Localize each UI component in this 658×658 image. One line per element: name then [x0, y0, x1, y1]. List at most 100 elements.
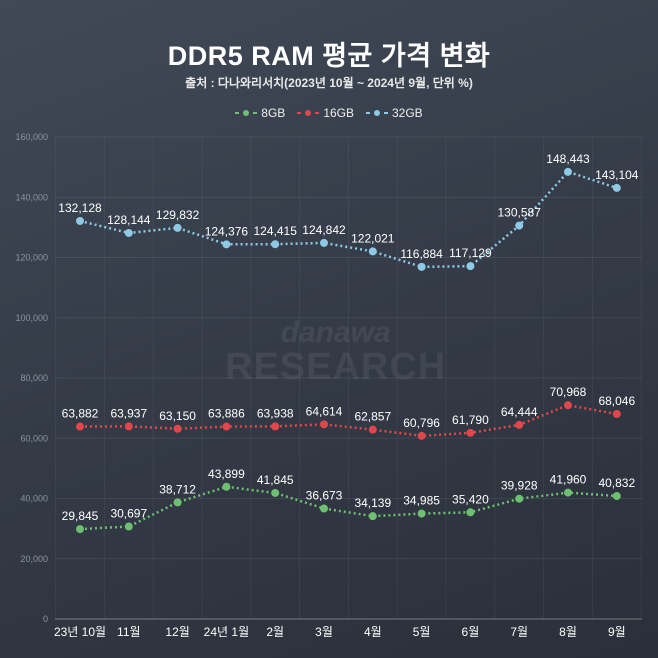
data-label: 40,832	[598, 476, 635, 490]
y-tick-label: 80,000	[20, 373, 48, 383]
data-point[interactable]	[271, 422, 280, 431]
chart-subtitle: 출처 : 다나와리서치(2023년 10월 ~ 2024년 9월, 단위 %)	[185, 76, 473, 90]
data-point[interactable]	[368, 247, 377, 256]
data-point[interactable]	[368, 425, 377, 434]
data-label: 64,614	[306, 404, 343, 418]
data-point[interactable]	[417, 431, 426, 440]
y-tick-label: 0	[43, 614, 48, 624]
data-label: 41,845	[257, 473, 294, 487]
data-point[interactable]	[515, 221, 524, 230]
x-tick-label: 3월	[315, 625, 333, 639]
data-label: 29,845	[62, 509, 99, 523]
y-tick-label: 60,000	[20, 433, 48, 443]
data-label: 63,882	[62, 407, 99, 421]
data-label: 41,960	[550, 473, 587, 487]
data-point[interactable]	[222, 482, 231, 491]
data-point[interactable]	[515, 420, 524, 429]
data-point[interactable]	[466, 262, 475, 271]
data-label: 30,697	[110, 507, 147, 521]
data-point[interactable]	[368, 512, 377, 521]
data-label: 122,021	[351, 231, 395, 245]
series-line-32gb	[79, 170, 618, 269]
legend-marker-icon	[305, 110, 312, 116]
data-point[interactable]	[222, 422, 231, 431]
data-label: 61,790	[452, 413, 489, 427]
legend-item-8gb[interactable]: 8GB	[235, 106, 285, 120]
data-label: 34,985	[403, 494, 440, 508]
data-point[interactable]	[124, 522, 133, 531]
data-label: 128,144	[107, 213, 151, 227]
data-point[interactable]	[612, 183, 621, 192]
legend-label: 32GB	[392, 106, 423, 120]
legend-item-32gb[interactable]: 32GB	[366, 106, 423, 120]
data-label: 34,139	[354, 496, 391, 510]
data-label: 129,832	[156, 208, 200, 222]
x-tick-label: 7월	[510, 625, 528, 639]
y-tick-label: 40,000	[20, 494, 48, 504]
data-label: 70,968	[550, 385, 587, 399]
data-label: 64,444	[501, 405, 538, 419]
legend-marker-icon	[243, 110, 250, 116]
data-point[interactable]	[612, 491, 621, 500]
data-point[interactable]	[417, 262, 426, 271]
data-label: 63,886	[208, 407, 245, 421]
data-point[interactable]	[173, 498, 182, 507]
data-label: 124,842	[302, 223, 346, 237]
data-point[interactable]	[76, 525, 84, 534]
data-point[interactable]	[466, 428, 475, 437]
watermark: danawa RESEARCH	[225, 316, 447, 388]
data-point[interactable]	[612, 410, 621, 419]
data-label: 39,928	[501, 479, 538, 493]
y-tick-label: 140,000	[15, 192, 48, 202]
data-point[interactable]	[124, 422, 133, 431]
x-tick-label: 12월	[165, 625, 189, 639]
data-point[interactable]	[271, 240, 280, 249]
data-label: 63,937	[110, 406, 147, 420]
x-tick-label: 4월	[364, 625, 382, 639]
data-point[interactable]	[76, 422, 84, 431]
legend-label: 8GB	[261, 106, 286, 120]
data-point[interactable]	[320, 238, 328, 247]
data-point[interactable]	[515, 494, 524, 503]
data-label: 60,796	[403, 416, 440, 430]
data-point[interactable]	[564, 488, 572, 497]
y-tick-label: 120,000	[15, 253, 48, 263]
chart-title: DDR5 RAM 평균 가격 변화	[167, 41, 491, 71]
data-label: 124,376	[205, 224, 249, 238]
data-point[interactable]	[173, 223, 182, 232]
data-label: 132,128	[58, 201, 102, 215]
x-tick-label: 6월	[462, 625, 480, 639]
data-point[interactable]	[564, 167, 572, 176]
data-label: 43,899	[208, 467, 245, 481]
data-label: 38,712	[159, 482, 196, 496]
data-point[interactable]	[564, 401, 572, 410]
data-label: 148,443	[546, 152, 590, 166]
x-tick-label: 5월	[413, 625, 431, 639]
y-tick-label: 20,000	[20, 554, 48, 564]
data-label: 143,104	[595, 168, 639, 182]
data-label: 36,673	[306, 489, 343, 503]
x-tick-label: 23년 10월	[54, 625, 106, 639]
data-point[interactable]	[466, 508, 475, 517]
data-label: 63,150	[159, 409, 196, 423]
legend-label: 16GB	[323, 106, 354, 120]
data-label: 130,587	[498, 206, 542, 220]
series-line-8gb	[79, 485, 617, 531]
data-label: 63,938	[257, 406, 294, 420]
data-point[interactable]	[173, 424, 182, 433]
data-label: 124,415	[254, 224, 298, 238]
data-point[interactable]	[320, 504, 328, 513]
x-tick-label: 9월	[608, 625, 626, 639]
data-point[interactable]	[417, 509, 426, 518]
x-tick-label: 8월	[559, 625, 577, 639]
data-label: 117,129	[449, 246, 492, 260]
data-point[interactable]	[320, 420, 328, 429]
x-tick-label: 2월	[266, 625, 284, 639]
data-point[interactable]	[222, 240, 231, 249]
y-tick-label: 160,000	[15, 132, 48, 142]
data-point[interactable]	[76, 216, 84, 225]
legend-item-16gb[interactable]: 16GB	[297, 106, 354, 120]
data-point[interactable]	[271, 488, 280, 497]
data-point[interactable]	[124, 228, 133, 237]
